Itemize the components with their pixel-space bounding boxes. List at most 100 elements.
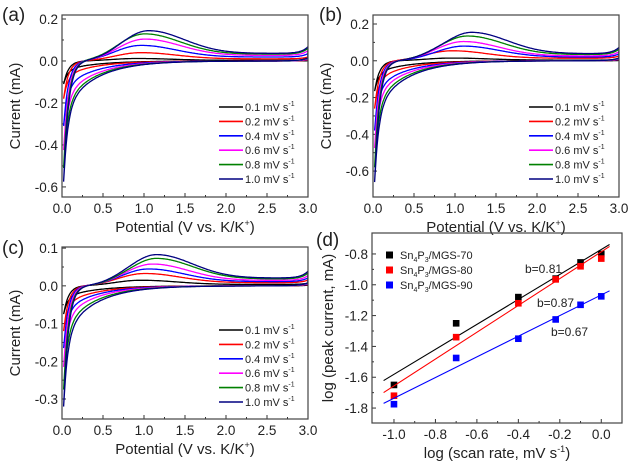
legend-marker [386,266,393,274]
legend-label-part: P [417,265,424,277]
legend-label: 0.2 mV s-1 [245,115,295,128]
legend-label-part: Sn [400,265,413,277]
legend-label-main: 0.6 mV s [555,145,599,157]
plot-area [373,31,619,183]
legend-label: 0.1 mV s-1 [245,101,295,114]
panel-d: (d) -1.0 -0.8 -0.6 -0.4 -0.2 0.0 -0.8 -1.0 -1.2 -1… [316,230,623,462]
legend-label-main: 1.0 mV s [245,174,289,186]
legend-label: 0.2 mV s-1 [555,115,605,128]
plot-frame [372,14,620,198]
data-point [452,320,460,327]
legend-label-main: 0.4 mV s [245,131,289,143]
x-tick-label: 0.5 [405,201,424,216]
y-tick-label: 0.0 [39,54,58,69]
legend-label: 0.6 mV s-1 [555,144,605,157]
legend-label: 0.8 mV s-1 [245,159,295,172]
y-tick-label: -0.6 [35,180,58,195]
y-tick-label: 0.2 [39,12,58,27]
data-point [552,316,559,323]
legend-label: 0.6 mV s-1 [245,367,295,380]
legend-label-main: 0.6 mV s [245,368,289,380]
x-axis-title-sup: -1 [557,444,565,454]
legend-label-sup: -1 [598,159,604,166]
y-axis-title: Current (mA) [318,63,335,150]
legend-label-sup: -1 [288,367,294,374]
x-tick-label: -0.4 [507,427,531,442]
x-tick-label: -0.8 [424,427,447,442]
legend-label-main: 0.1 mV s [245,325,289,337]
cv-curve-1.0 [62,253,308,407]
legend-label-main: 0.2 mV s [245,339,289,351]
x-tick-label: 1.0 [135,423,154,438]
legend-label-main: 0.4 mV s [555,131,599,143]
legend-label-sup: -1 [288,173,294,180]
x-axis-title-sup: + [244,440,249,450]
y-tick-label: -0.6 [346,164,369,179]
legend-label-part: /MGS-70 [429,250,473,262]
legend-label-main: 1.0 mV s [555,174,599,186]
legend-marker [386,281,393,289]
x-axis-title-main: Potential (V vs. K/K [115,441,244,458]
x-tick-label: 1.0 [446,201,465,216]
legend-label-sup: -1 [598,173,604,180]
y-tick-label: 0.1 [39,241,58,256]
y-tick-label: -0.2 [346,91,369,106]
legend-label: 1.0 mV s-1 [245,173,295,186]
x-axis-title: Potential (V vs. K/K+) [115,218,255,236]
x-axis-title-main: Potential (V vs. K/K [426,219,555,236]
legend-label: 0.2 mV s-1 [245,338,295,351]
x-tick-label: 0.0 [53,423,72,438]
data-point [452,333,460,341]
panel-label: (b) [319,5,342,26]
data-point [552,276,559,283]
x-axis-title-sup: + [555,218,560,228]
y-tick-label: -0.2 [35,96,58,111]
legend-label: Sn4P3/MGS-80 [400,265,473,279]
y-tick-label: 0.2 [350,17,369,32]
fit-line [383,290,610,404]
y-tick-label: -1.0 [345,278,368,293]
legend-label-part: /MGS-80 [429,265,473,277]
cv-curve-0.2 [62,52,308,99]
legend-label-sup: -1 [288,159,294,166]
legend-label-main: 0.4 mV s [245,354,289,366]
legend-label-sup: -1 [288,101,294,108]
legend-label-main: 0.8 mV s [245,383,289,395]
x-axis-title: Potential (V vs. K/K+) [115,440,255,458]
fit-line [383,245,610,394]
legend-label-main: 1.0 mV s [245,397,289,409]
legend-label: Sn4P3/MGS-90 [400,280,473,294]
plot-area [62,253,308,407]
x-tick-label: 2.0 [217,423,236,438]
x-tick-label: 1.5 [487,201,506,216]
y-tick-label: -1.2 [345,309,368,324]
legend-label: 0.1 mV s-1 [555,101,605,114]
legend-label-part: Sn [400,250,413,262]
legend-label-sup: -1 [598,130,604,137]
data-point [577,301,584,309]
legend-label-part: P [417,280,424,292]
x-tick-label: 2.0 [528,201,547,216]
y-tick-label: -0.1 [35,317,58,332]
legend-label-sup: -1 [288,130,294,137]
x-axis-title-main: log (scan rate, mV s [424,445,557,462]
panel-c: (c) 0.0 0.5 1.0 1.5 2.0 2.5 3.0 0.1 0.0 -0.1 -0.2 -0… [2,238,317,458]
legend-label: 0.1 mV s-1 [245,324,295,337]
legend-label-main: 0.8 mV s [555,160,599,172]
legend-label-main: 0.1 mV s [245,102,289,114]
legend-label: 0.4 mV s-1 [245,353,295,366]
data-point [577,259,584,266]
slope-annotation: b=0.67 [551,325,588,339]
y-axis-title: Current (mA) [7,290,24,377]
legend-label-sub: 4 [413,272,417,279]
legend-marker [386,251,393,259]
legend-label: 1.0 mV s-1 [245,396,295,409]
plot-area [383,244,610,408]
data-point [390,381,398,389]
legend-label-sub: 3 [425,257,429,264]
legend-label-sup: -1 [598,101,604,108]
y-tick-label: 0.0 [39,279,58,294]
slope-annotation: b=0.81 [525,262,562,276]
x-axis-title-main: Potential (V vs. K/K [115,219,244,236]
data-point [597,255,605,262]
